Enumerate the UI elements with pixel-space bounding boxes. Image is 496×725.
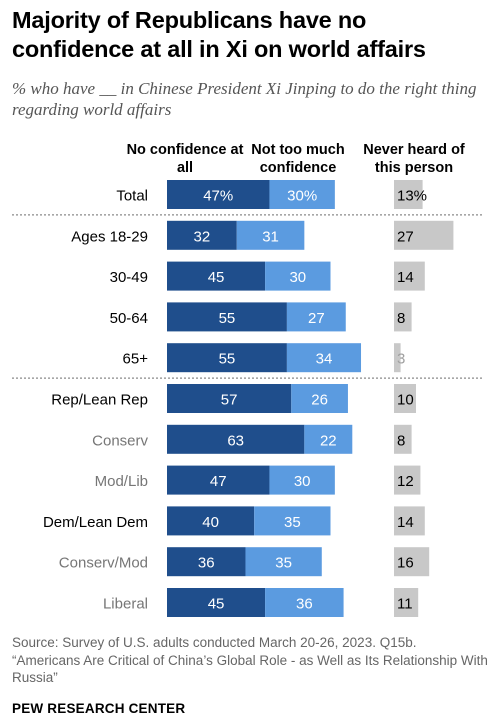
value-label-no-confidence: 45 [208,596,225,613]
value-label-not-too-much: 26 [311,392,328,409]
bar-not-too-much [265,261,331,291]
column-header-not-too-much: Not too much confidence [251,142,345,176]
value-label-no-confidence: 47 [210,473,227,490]
category-label: Dem/Lean Dem [43,514,148,531]
bar-no-confidence [167,588,266,617]
value-label-never-heard: 14 [397,269,414,286]
bar-not-too-much [291,384,348,413]
category-label: Conserv/Mod [59,555,148,572]
bar-no-confidence [167,261,266,291]
value-label-no-confidence: 32 [194,228,211,245]
value-label-no-confidence: 36 [198,555,215,572]
value-label-not-too-much: 36 [296,596,313,613]
value-label-not-too-much: 30% [287,188,317,205]
bar-no-confidence [167,343,287,373]
bar-no-confidence [167,465,270,495]
value-label-not-too-much: 35 [284,514,301,531]
bar-never-heard [394,180,423,209]
value-label-never-heard: 27 [397,228,414,245]
value-label-never-heard: 14 [397,514,414,531]
footer-logo-text: PEW RESEARCH CENTER [12,701,186,716]
value-label-no-confidence: 63 [227,432,244,449]
bar-not-too-much [286,343,362,373]
bar-never-heard [394,302,412,332]
bar-no-confidence [167,424,305,454]
value-label-never-heard: 8 [397,310,405,327]
value-label-no-confidence: 57 [221,392,238,409]
value-label-no-confidence: 55 [219,310,236,327]
bar-not-too-much [269,180,335,209]
category-label: Mod/Lib [95,473,148,490]
value-label-not-too-much: 27 [308,310,325,327]
bar-not-too-much [286,302,346,332]
category-label: 30-49 [110,269,148,286]
bar-never-heard [394,465,421,495]
bar-no-confidence [167,506,255,536]
bar-no-confidence [167,384,292,413]
value-label-never-heard: 3 [397,351,405,368]
bar-not-too-much [304,424,353,454]
value-label-not-too-much: 34 [316,351,333,368]
value-label-never-heard: 11 [397,596,413,613]
bar-not-too-much [269,465,335,495]
category-label: Ages 18-29 [71,228,148,245]
bar-never-heard [394,547,430,577]
bar-never-heard [394,220,454,250]
category-label: 50-64 [110,310,148,327]
bar-never-heard [394,588,419,617]
value-label-not-too-much: 35 [275,555,292,572]
value-label-not-too-much: 30 [289,269,306,286]
value-label-never-heard: 13% [397,188,427,205]
bar-never-heard [394,343,401,373]
bar-not-too-much [245,547,322,577]
value-label-no-confidence: 55 [219,351,236,368]
source-note: Source: Survey of U.S. adults conducted … [12,635,488,685]
category-label: Rep/Lean Rep [51,392,148,409]
chart-title: Majority of Republicans have no confiden… [12,7,426,62]
category-label: Liberal [103,596,148,613]
bar-no-confidence [167,547,246,577]
bar-never-heard [394,506,425,536]
category-label: 65+ [123,351,149,368]
bar-no-confidence [167,180,270,209]
category-label: Conserv [92,432,148,449]
bar-no-confidence [167,302,287,332]
bar-no-confidence [167,220,237,250]
value-label-never-heard: 10 [397,392,414,409]
value-label-not-too-much: 22 [320,432,337,449]
value-label-no-confidence: 47% [203,188,233,205]
value-label-never-heard: 12 [397,473,414,490]
bar-never-heard [394,424,412,454]
category-label: Total [116,188,148,205]
bar-not-too-much [254,506,331,536]
bar-never-heard [394,384,416,413]
bar-not-too-much [265,588,344,617]
column-header-no-confidence: No confidence at all [126,142,244,176]
bar-not-too-much [236,220,305,250]
bar-never-heard [394,261,425,291]
column-header-never-heard: Never heard of this person [363,142,465,176]
value-label-not-too-much: 30 [294,473,311,490]
value-label-never-heard: 8 [397,432,405,449]
value-label-not-too-much: 31 [262,228,279,245]
value-label-no-confidence: 45 [208,269,225,286]
value-label-never-heard: 16 [397,555,414,572]
value-label-no-confidence: 40 [202,514,219,531]
chart-subtitle: % who have __ in Chinese President Xi Ji… [12,79,477,119]
